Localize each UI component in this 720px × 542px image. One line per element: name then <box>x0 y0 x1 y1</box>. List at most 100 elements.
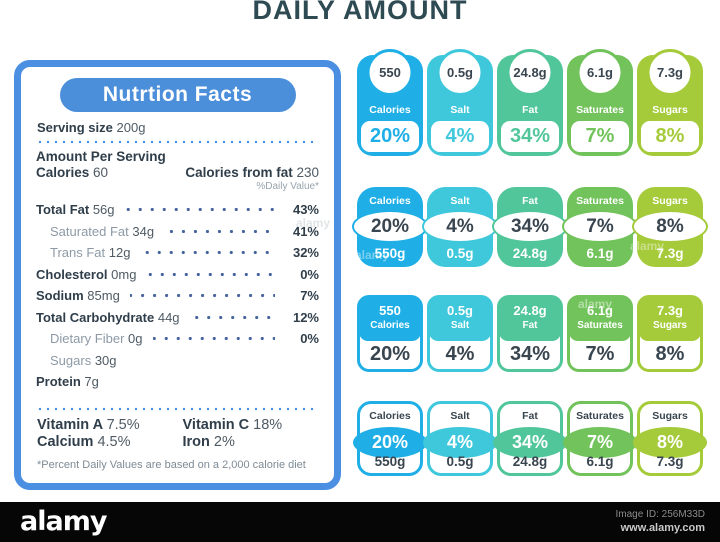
nutrient-label: Total Fat 56g <box>36 202 115 218</box>
badge-percent: 4% <box>446 432 473 452</box>
alamy-footer-bar: alamy Image ID: 256M33D www.alamy.com <box>0 502 720 542</box>
badge-percent: 20% <box>371 432 409 452</box>
calories-label: Calories <box>36 165 90 180</box>
badge-percent-oval: 34% <box>492 210 568 243</box>
badge-r2-fat: Fat 34% 24.8g <box>492 187 568 267</box>
badge-top: 7.3g Sugars <box>639 297 701 341</box>
image-meta: Image ID: 256M33D www.alamy.com <box>616 508 706 535</box>
badge-percent-oval: 7% <box>562 210 638 243</box>
badge-percent: 8% <box>655 343 685 365</box>
badge-percent-oval: 8% <box>633 427 707 458</box>
spacer <box>109 379 275 384</box>
nutrient-percent: 0% <box>300 331 319 347</box>
spacer <box>127 358 275 363</box>
badge-percent-oval: 4% <box>423 427 497 458</box>
nutrient-label: Saturated Fat 34g <box>50 223 155 239</box>
badge-value: 6.1g <box>586 303 613 318</box>
nutrient-label: Sodium 85mg <box>36 288 120 304</box>
nutrient-label: Sugars 30g <box>50 352 117 368</box>
badge-percent: 8% <box>656 215 684 237</box>
badge-label: Sugars <box>652 410 688 422</box>
nutrient-row-sugars: Sugars 30g <box>36 350 319 372</box>
badge-value-circle: 6.1g <box>576 49 624 96</box>
badge-value: 0.5g <box>446 454 474 469</box>
calories-from-fat-value: 230 <box>296 165 319 180</box>
badge-value: 0.5g <box>446 65 473 80</box>
badge-label: Calories <box>370 320 410 331</box>
badge-percent: 20% <box>370 215 410 237</box>
nutrition-facts-title: Nutrtion Facts <box>59 78 296 112</box>
badge-value: 7.3g <box>656 303 683 318</box>
badge-percent: 7% <box>585 343 615 365</box>
amount-per-serving-heading: Amount Per Serving <box>36 149 166 164</box>
nutrient-row-dietary-fiber: Dietary Fiber 0g 0% <box>36 328 319 350</box>
image-id: Image ID: 256M33D <box>615 509 706 520</box>
badge-value: 7.3g <box>656 454 684 469</box>
page-title: DAILY AMOUNT <box>252 0 468 25</box>
badge-percent: 34% <box>511 432 549 452</box>
calories-from-fat-label: Calories from fat <box>185 165 293 180</box>
badge-percent-oval: 20% <box>352 210 428 243</box>
badge-row-1: 550 Calories 20% 0.5g Salt 4% 24.8g Fat … <box>357 49 703 156</box>
dotted-divider <box>36 406 319 411</box>
badge-percent: 4% <box>446 215 474 237</box>
nutrient-percent: 43% <box>292 202 319 218</box>
badge-label: Fat <box>522 320 538 331</box>
nutrient-row-protein: Protein 7g <box>36 371 319 393</box>
nutrient-percent: 12% <box>292 309 319 325</box>
daily-values-footnote: *Percent Daily Values are based on a 2,0… <box>37 458 306 471</box>
badge-r4-calories: Calories 20% 550g <box>353 401 427 476</box>
calories-row: Calories 60 Calories from fat 230 <box>36 165 319 180</box>
nutrient-percent: 32% <box>292 245 319 261</box>
dot-leader <box>140 250 275 256</box>
calories-value: 60 <box>93 165 109 180</box>
badge-label: Saturates <box>577 320 623 331</box>
dot-leader <box>189 314 275 320</box>
nutrient-row-total-carbohydrate: Total Carbohydrate 44g 12% <box>36 307 319 329</box>
badge-percent-oval: 4% <box>422 210 498 243</box>
badge-percent-oval: 8% <box>632 210 708 243</box>
calories: Calories 60 <box>36 165 108 180</box>
badge-percent: 20% <box>361 121 419 152</box>
badge-top: 6.1g Saturates <box>569 297 631 341</box>
badge-r4-salt: Salt 4% 0.5g <box>423 401 497 476</box>
badge-percent: 7% <box>586 215 614 237</box>
badge-r3-sugars: 7.3g Sugars 8% <box>637 295 703 372</box>
nutrient-label: Protein 7g <box>36 374 99 390</box>
badge-row-3: 550 Calories 20% 0.5g Salt 4% 24.8g Fat … <box>357 295 703 372</box>
badge-label: Sugars <box>652 104 688 116</box>
badge-percent-oval: 20% <box>353 427 427 458</box>
badge-r3-calories: 550 Calories 20% <box>357 295 423 372</box>
badge-percent: 8% <box>641 121 699 152</box>
badge-value: 24.8g <box>513 65 547 80</box>
nutrient-percent: 41% <box>292 223 319 239</box>
badge-r1-sugars: 7.3g Sugars 8% <box>637 49 703 156</box>
vitamin-c: Vitamin C 18% <box>182 416 283 433</box>
alamy-logo: alamy <box>20 506 107 537</box>
badge-r1-calories: 550 Calories 20% <box>357 49 423 156</box>
nutrient-row-total-fat: Total Fat 56g 43% <box>36 199 319 221</box>
badge-label: Salt <box>450 320 470 331</box>
badge-r3-salt: 0.5g Salt 4% <box>427 295 493 372</box>
badge-label: Salt <box>450 104 470 116</box>
nutrition-facts-label: Nutrtion Facts Serving size 200g Amount … <box>14 60 341 490</box>
badge-value: 24.8g <box>512 454 548 469</box>
badge-value: 550g <box>374 246 406 261</box>
badge-label: Saturates <box>576 104 624 116</box>
dot-leader <box>129 293 275 299</box>
badge-top: 550 Calories <box>359 297 421 341</box>
badge-r2-saturates: Saturates 7% 6.1g <box>562 187 638 267</box>
badge-percent: 34% <box>510 215 550 237</box>
alamy-url: www.alamy.com <box>620 522 705 534</box>
badge-value: 0.5g <box>446 246 474 261</box>
dot-leader <box>146 271 275 277</box>
nutrient-label: Total Carbohydrate 44g <box>36 309 180 325</box>
badge-r1-salt: 0.5g Salt 4% <box>427 49 493 156</box>
badge-label: Salt <box>450 410 470 422</box>
badge-value-circle: 24.8g <box>506 49 554 96</box>
badge-value: 6.1g <box>586 246 614 261</box>
badge-r4-sugars: Sugars 8% 7.3g <box>633 401 707 476</box>
badge-top: 24.8g Fat <box>499 297 561 341</box>
serving-size-label: Serving size <box>37 120 113 135</box>
